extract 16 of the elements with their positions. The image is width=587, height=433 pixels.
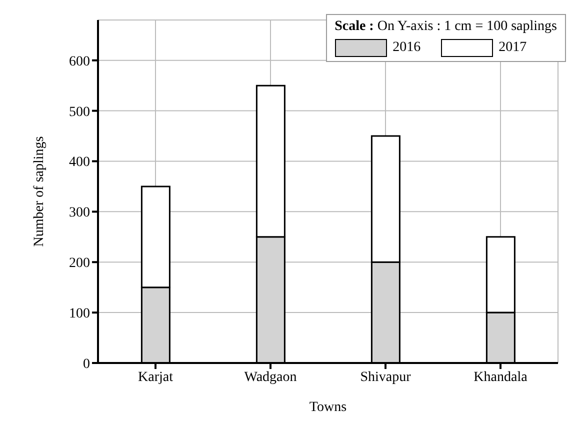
legend-label: 2016 [392, 40, 421, 56]
x-tick-label: Karjat [138, 370, 174, 385]
x-tick-label: Khandala [474, 370, 528, 385]
y-tick-label: 0 [83, 356, 90, 372]
y-tick-label: 100 [69, 306, 90, 322]
y-tick-label: 400 [69, 155, 90, 170]
y-tick-label: 500 [69, 104, 90, 120]
y-axis-title: Number of saplings [32, 136, 47, 247]
y-tick-label: 300 [69, 206, 90, 221]
legend-label: 2017 [498, 40, 527, 56]
legend-title: Scale : On Y-axis : 1 cm = 100 saplings [334, 19, 557, 35]
y-tick-label: 600 [69, 54, 90, 70]
x-axis-title: Towns [309, 400, 347, 415]
y-tick-label: 200 [69, 256, 90, 272]
x-tick-label: Wadgaon [244, 370, 297, 385]
x-tick-label: Shivapur [360, 370, 412, 385]
